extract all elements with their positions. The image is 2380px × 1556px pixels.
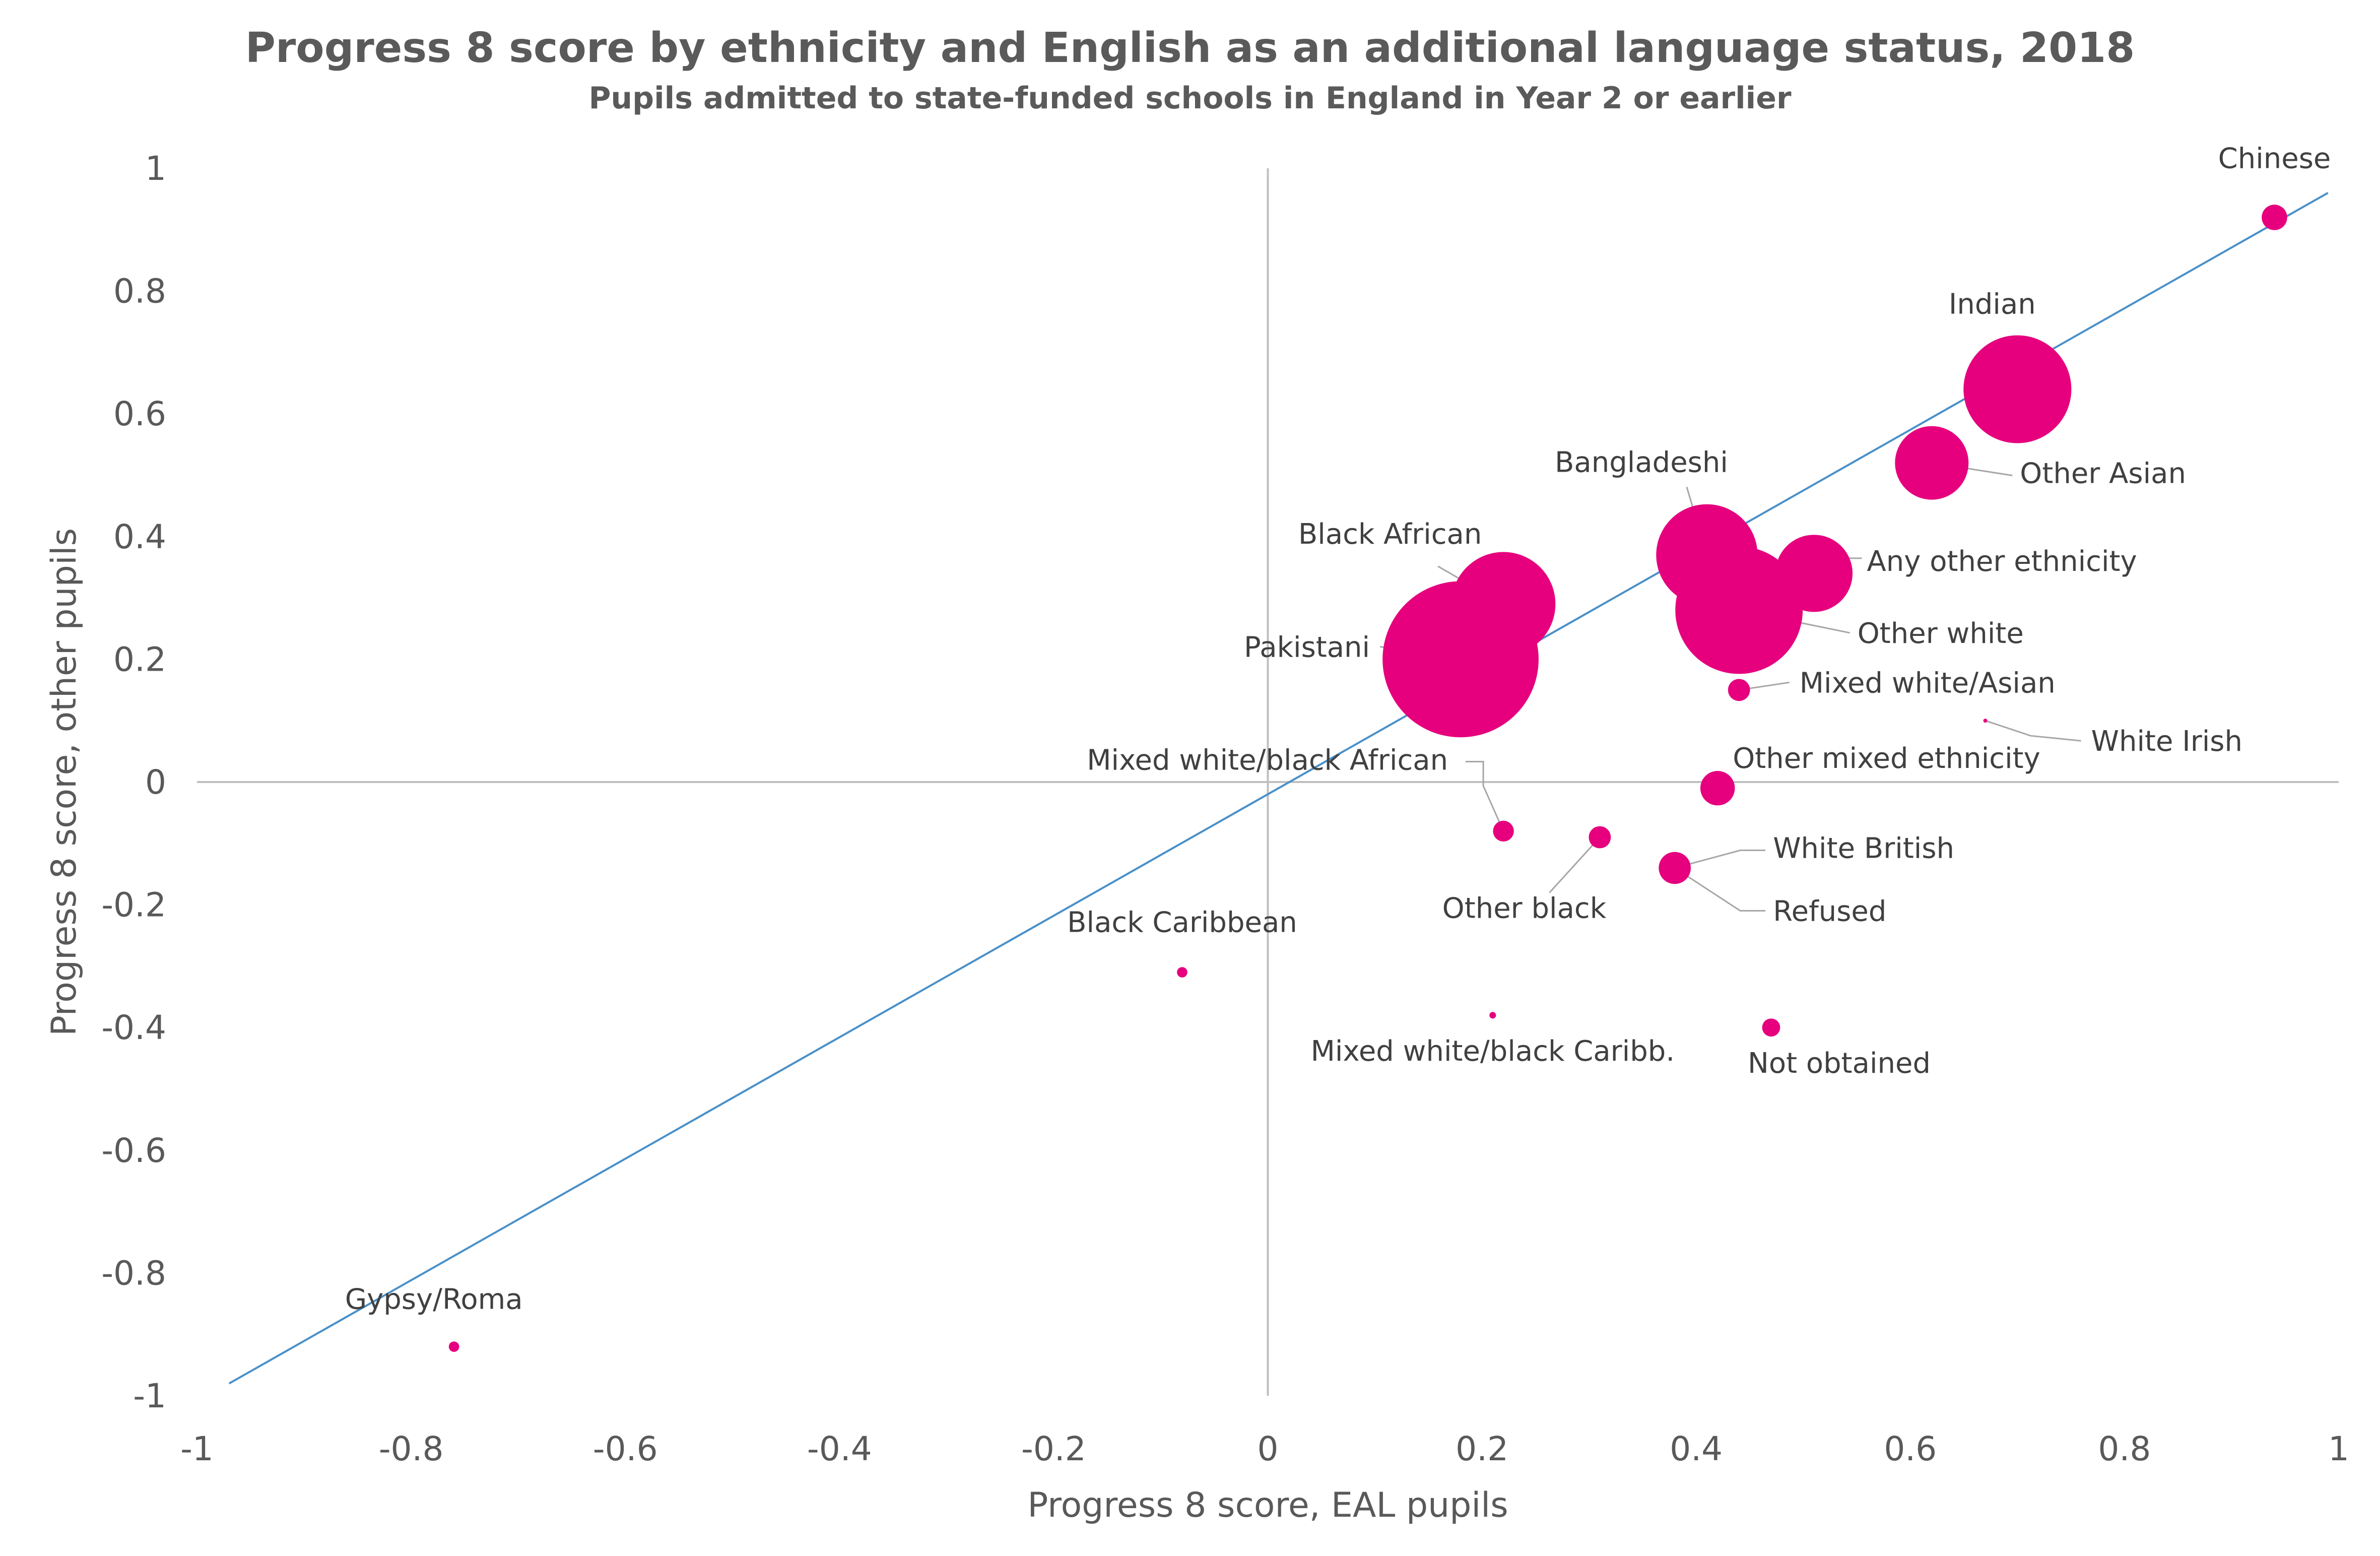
data-point (1493, 820, 1514, 842)
x-tick-labels: -1 -0.8 -0.6 -0.4 -0.2 0 0.2 0.4 0.6 0.8 1 (180, 1430, 2349, 1468)
point-label: Pakistani (1244, 631, 1370, 664)
y-axis-title: Progress 8 score, other pupils (44, 528, 84, 1036)
y-tick-label: 0.4 (113, 517, 166, 556)
chart-title: Progress 8 score by ethnicity and Englis… (245, 24, 2135, 72)
x-tick-label: -0.6 (593, 1430, 658, 1468)
data-point (1775, 535, 1853, 612)
data-point (1983, 719, 1988, 723)
leader-line (1466, 760, 1504, 832)
data-point (1589, 826, 1611, 849)
y-tick-label: 0.8 (113, 272, 166, 311)
x-tick-label: 1 (2328, 1430, 2349, 1468)
leader-line (1674, 850, 1766, 869)
x-tick-label: -1 (180, 1430, 214, 1468)
data-point (1700, 770, 1735, 806)
data-point (1895, 426, 1969, 500)
point-label: Chinese (2218, 142, 2331, 175)
point-label: Black African (1298, 518, 1482, 551)
x-tick-label: 0.4 (1670, 1430, 1723, 1468)
x-tick-label: -0.4 (807, 1430, 872, 1468)
y-tick-labels: 1 0.8 0.6 0.4 0.2 0 -0.2 -0.4 -0.6 -0.8 -1 (101, 149, 166, 1415)
axes-layer (197, 168, 2339, 1396)
point-label: Bangladeshi (1555, 446, 1728, 479)
point-label: White British (1773, 832, 1954, 865)
point-label: Not obtained (1748, 1047, 1931, 1080)
x-tick-label: 0 (1258, 1430, 1279, 1468)
y-tick-label: -0.6 (101, 1131, 166, 1170)
point-label: Gypsy/Roma (345, 1283, 523, 1316)
point-label: Other black (1442, 892, 1607, 925)
y-tick-label: 1 (145, 149, 166, 188)
data-point (1451, 552, 1556, 657)
point-label: Indian (1949, 288, 2036, 320)
point-label: Mixed white/black Caribb. (1311, 1035, 1675, 1068)
leader-line (1549, 836, 1601, 893)
y-tick-label: -0.4 (101, 1008, 166, 1047)
chart-subtitle: Pupils admitted to state-funded schools … (588, 81, 1792, 116)
data-point (1177, 967, 1187, 978)
point-label: Other mixed ethnicity (1733, 742, 2040, 775)
y-tick-label: 0.6 (113, 395, 166, 433)
data-point (1489, 1012, 1496, 1019)
data-point (2262, 205, 2287, 230)
data-point (1666, 860, 1683, 876)
x-tick-label: 0.8 (2098, 1430, 2151, 1468)
data-point (1656, 504, 1758, 606)
y-tick-label: -0.2 (101, 886, 166, 925)
point-label: Mixed white/black African (1087, 744, 1448, 776)
data-points (448, 205, 2287, 1352)
x-tick-label: 0.2 (1456, 1430, 1508, 1468)
x-tick-label: 0.6 (1884, 1430, 1937, 1468)
point-label: Black Caribbean (1067, 906, 1297, 939)
point-label: Mixed white/Asian (1800, 667, 2056, 699)
data-point (1728, 679, 1750, 701)
point-label: Any other ethnicity (1867, 545, 2137, 578)
x-axis-title: Progress 8 score, EAL pupils (1027, 1485, 1508, 1525)
data-point (448, 1341, 459, 1352)
leader-line (1674, 867, 1766, 912)
x-tick-label: -0.8 (379, 1430, 444, 1468)
data-point (1963, 335, 2072, 443)
data-point (1762, 1018, 1780, 1037)
point-label: Other Asian (2020, 458, 2186, 490)
x-tick-label: -0.2 (1021, 1430, 1086, 1468)
y-tick-label: 0.2 (113, 640, 166, 679)
point-label: White Irish (2091, 725, 2242, 758)
point-label: Other white (1858, 617, 2024, 650)
point-label: Refused (1773, 895, 1886, 928)
point-labels: Chinese Indian Other Asian Bangladeshi Any o… (345, 142, 2331, 1316)
leader-line (1985, 720, 2081, 742)
y-tick-label: 0 (145, 763, 166, 802)
y-tick-label: -1 (133, 1377, 166, 1415)
y-tick-label: -0.8 (101, 1254, 166, 1292)
